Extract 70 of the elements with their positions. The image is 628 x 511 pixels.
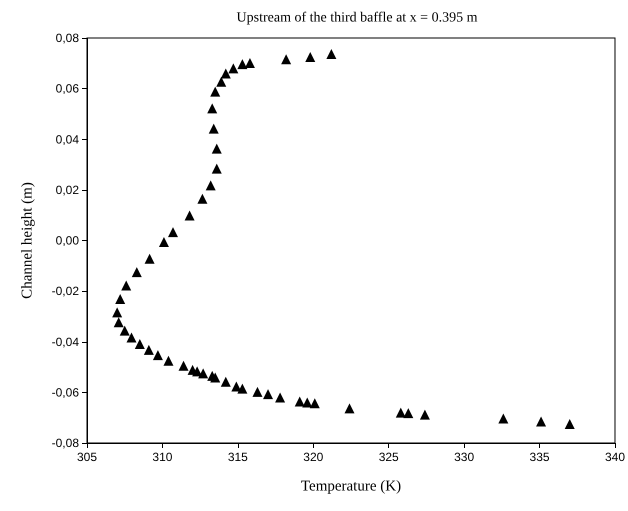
point [163,356,174,366]
point [112,307,122,318]
x-tick-label: 305 [76,450,98,464]
point [144,254,155,264]
y-tick-label: -0,06 [52,385,80,400]
point [197,194,208,204]
point [168,227,178,238]
point [184,210,195,220]
point [132,267,142,278]
x-axis-title: Temperature (K) [300,478,402,494]
point [220,376,231,387]
x-tick-label: 340 [604,450,626,464]
point [120,326,130,336]
point [244,58,255,68]
point [158,237,169,248]
point [206,180,216,190]
x-tick-label: 320 [303,450,324,464]
point [420,410,430,420]
point [564,419,575,430]
point [310,398,320,408]
point [326,48,336,59]
y-axis-title: Channel height (m) [20,182,36,299]
point [403,408,414,418]
point [281,54,292,64]
point [252,386,262,397]
point [263,389,274,400]
point [237,59,248,70]
point [275,392,286,402]
x-tick-label: 330 [454,450,474,464]
y-tick-label: 0,02 [56,182,80,197]
point [344,403,354,414]
point [210,372,220,382]
point [192,366,202,376]
x-tick-label: 315 [228,450,248,464]
point [144,344,154,355]
point [121,280,132,291]
x-tick-label: 335 [530,450,550,464]
point [237,384,248,394]
point [208,124,219,134]
point [498,413,508,424]
point [305,52,316,62]
point [231,382,242,392]
point [216,76,226,87]
y-tick-label: 0,04 [56,132,80,146]
y-tick-label: 0,06 [56,82,80,96]
point [134,339,145,350]
point [302,398,312,408]
point [212,144,222,154]
point [210,86,220,97]
point [115,294,126,304]
point [536,416,546,426]
point [126,332,136,342]
point [396,408,406,418]
y-tick-label: 0,08 [56,31,80,45]
point [212,164,222,174]
y-tick-label: -0,08 [52,436,80,450]
x-tick-label: 325 [378,450,400,464]
point [178,360,189,371]
y-tick-label: 0,00 [56,234,80,248]
point [228,63,238,74]
chart-title: Upstream of the third baffle at x = 0.395 m [236,10,478,26]
point [198,368,208,378]
y-tick-label: -0,02 [52,284,80,298]
x-tick-label: 310 [152,450,173,464]
point [294,396,305,406]
point [114,317,124,328]
y-tick-label: -0,04 [52,334,80,349]
point [152,350,163,360]
point [207,103,218,114]
point [220,68,231,78]
